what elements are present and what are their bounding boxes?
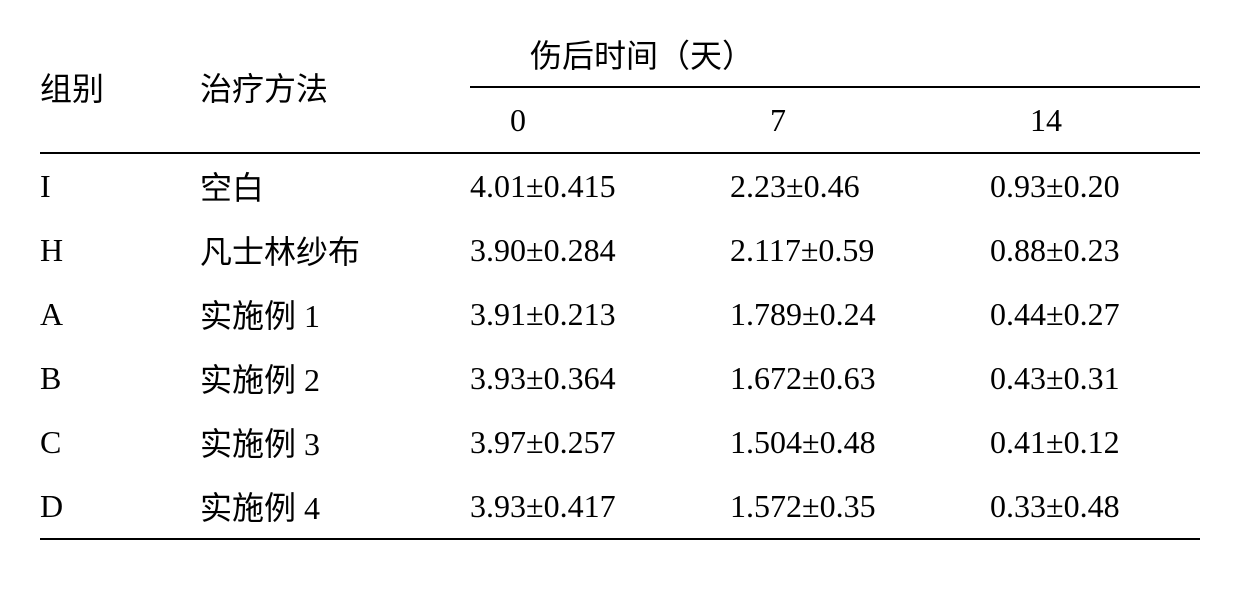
table-row: A 实施例 1 3.91±0.213 1.789±0.24 0.44±0.27 — [40, 282, 1200, 346]
cell-t7: 1.789±0.24 — [730, 282, 990, 346]
cell-method: 实施例 1 — [200, 282, 470, 346]
cell-t7: 1.672±0.63 — [730, 346, 990, 410]
col-header-method: 治疗方法 — [200, 22, 470, 153]
cell-t7: 2.117±0.59 — [730, 218, 990, 282]
table-row: I 空白 4.01±0.415 2.23±0.46 0.93±0.20 — [40, 153, 1200, 218]
cell-t0: 3.93±0.364 — [470, 346, 730, 410]
table-row: B 实施例 2 3.93±0.364 1.672±0.63 0.43±0.31 — [40, 346, 1200, 410]
cell-t0: 4.01±0.415 — [470, 153, 730, 218]
cell-method: 实施例 3 — [200, 410, 470, 474]
cell-method: 实施例 2 — [200, 346, 470, 410]
cell-t0: 3.97±0.257 — [470, 410, 730, 474]
cell-t14: 0.41±0.12 — [990, 410, 1200, 474]
cell-t0: 3.91±0.213 — [470, 282, 730, 346]
cell-t14: 0.33±0.48 — [990, 474, 1200, 539]
cell-method: 凡士林纱布 — [200, 218, 470, 282]
table-row: C 实施例 3 3.97±0.257 1.504±0.48 0.41±0.12 — [40, 410, 1200, 474]
col-header-t7: 7 — [730, 87, 990, 153]
cell-t7: 1.572±0.35 — [730, 474, 990, 539]
col-spanner-time: 伤后时间（天） — [470, 22, 1200, 87]
cell-t0: 3.90±0.284 — [470, 218, 730, 282]
col-header-group: 组别 — [40, 22, 200, 153]
cell-group: D — [40, 474, 200, 539]
cell-group: A — [40, 282, 200, 346]
cell-group: H — [40, 218, 200, 282]
col-header-t14: 14 — [990, 87, 1200, 153]
cell-t14: 0.88±0.23 — [990, 218, 1200, 282]
cell-group: C — [40, 410, 200, 474]
cell-group: I — [40, 153, 200, 218]
cell-t14: 0.44±0.27 — [990, 282, 1200, 346]
cell-method: 空白 — [200, 153, 470, 218]
table-row: D 实施例 4 3.93±0.417 1.572±0.35 0.33±0.48 — [40, 474, 1200, 539]
cell-t7: 1.504±0.48 — [730, 410, 990, 474]
cell-t14: 0.43±0.31 — [990, 346, 1200, 410]
cell-t14: 0.93±0.20 — [990, 153, 1200, 218]
page: 组别 治疗方法 伤后时间（天） 0 7 14 I 空白 4.01±0.415 2… — [0, 0, 1240, 614]
table-row: H 凡士林纱布 3.90±0.284 2.117±0.59 0.88±0.23 — [40, 218, 1200, 282]
col-header-t0: 0 — [470, 87, 730, 153]
table-header-row-1: 组别 治疗方法 伤后时间（天） — [40, 22, 1200, 87]
data-table: 组别 治疗方法 伤后时间（天） 0 7 14 I 空白 4.01±0.415 2… — [40, 22, 1200, 540]
cell-t0: 3.93±0.417 — [470, 474, 730, 539]
cell-group: B — [40, 346, 200, 410]
cell-method: 实施例 4 — [200, 474, 470, 539]
cell-t7: 2.23±0.46 — [730, 153, 990, 218]
